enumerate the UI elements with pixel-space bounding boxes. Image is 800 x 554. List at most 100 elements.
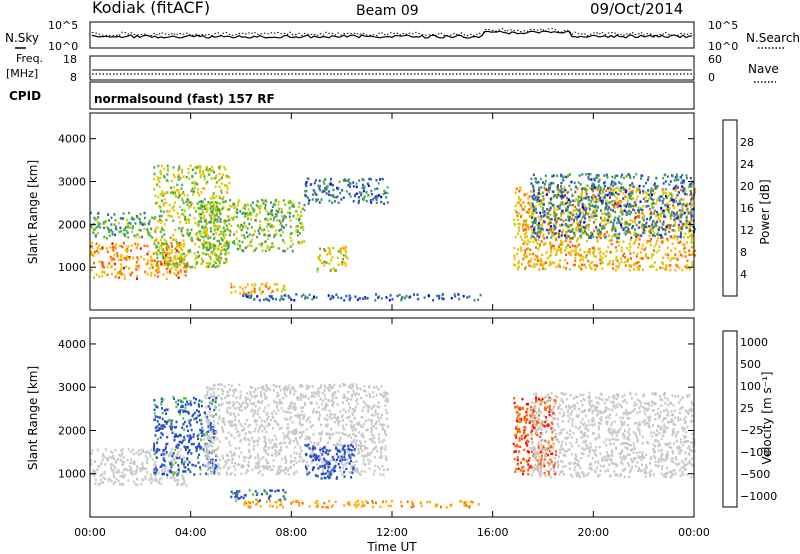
power-cell	[264, 206, 266, 210]
power-cell	[313, 295, 315, 298]
power-cell	[201, 260, 204, 263]
power-cell	[204, 232, 206, 236]
power-cell	[159, 230, 162, 234]
vel-cell	[133, 480, 136, 484]
power-cell	[294, 210, 297, 213]
power-cell	[124, 249, 127, 252]
power-cell	[215, 210, 217, 213]
power-cell	[251, 201, 254, 204]
power-cell	[138, 236, 141, 239]
power-cell	[645, 204, 648, 208]
power-cell	[205, 247, 208, 250]
power-cell	[599, 196, 602, 200]
power-cell	[620, 186, 623, 190]
power-cell	[582, 255, 585, 259]
power-cell	[642, 189, 645, 193]
power-cell	[358, 191, 361, 194]
power-cell	[603, 212, 606, 215]
power-cell	[246, 212, 249, 215]
power-cell	[664, 180, 667, 183]
power-cell	[529, 248, 532, 252]
power-cell	[551, 190, 554, 193]
power-cell	[530, 234, 533, 238]
power-heatmap	[90, 164, 696, 302]
power-cell	[262, 298, 265, 302]
power-cell	[626, 211, 629, 215]
vel-cell	[184, 406, 187, 409]
vel-cell	[382, 428, 385, 431]
power-cell	[553, 206, 556, 209]
power-cell	[269, 201, 272, 204]
power-cell	[592, 215, 595, 218]
power-cell	[215, 213, 218, 216]
power-cell	[150, 258, 153, 261]
power-cell	[618, 188, 621, 191]
power-cell	[210, 165, 213, 169]
power-cell	[525, 218, 528, 222]
power-cell	[650, 187, 653, 190]
vel-cell	[261, 473, 264, 477]
vel-cell	[176, 403, 179, 406]
power-cell	[254, 219, 257, 222]
power-cell	[102, 221, 105, 224]
power-cell	[305, 181, 308, 184]
power-cell	[689, 189, 692, 193]
power-cell	[178, 167, 181, 170]
vel-cell	[162, 453, 165, 456]
vel-cell	[90, 459, 93, 462]
power-cell	[595, 174, 598, 177]
vel-cell	[199, 419, 201, 422]
power-cell	[655, 268, 658, 271]
power-cell	[331, 256, 334, 259]
power-cell	[584, 197, 587, 200]
power-cell	[655, 202, 657, 205]
power-cell	[330, 177, 332, 181]
vel-cell	[197, 403, 200, 406]
vel-cell	[261, 429, 264, 433]
vel-cell	[245, 401, 248, 405]
vel-cell	[184, 470, 187, 473]
power-cell	[519, 235, 522, 238]
power-cell	[557, 191, 560, 194]
power-cell	[557, 245, 560, 249]
vel-cell	[284, 455, 287, 458]
power-cell	[645, 181, 648, 185]
power-cell	[516, 201, 519, 205]
power-cell	[176, 183, 179, 187]
vel-cell	[352, 384, 354, 388]
power-cell	[541, 181, 544, 184]
power-cell	[547, 232, 550, 235]
power-cell	[653, 209, 656, 213]
power-cell	[124, 277, 126, 280]
vel-cell	[347, 390, 350, 394]
power-cell	[590, 236, 593, 240]
vel-cell	[365, 454, 368, 458]
vel-cell	[336, 442, 339, 445]
power-cell	[238, 199, 241, 202]
power-cell	[224, 253, 227, 256]
power-cell	[181, 192, 184, 195]
power-cell	[608, 260, 611, 263]
power-cell	[530, 229, 533, 232]
power-cell	[199, 212, 201, 216]
power-cell	[122, 217, 124, 220]
power-cell	[639, 257, 642, 260]
power-cell	[606, 193, 609, 197]
power-cell	[678, 219, 681, 222]
power-cell	[93, 262, 95, 265]
power-cell	[685, 222, 688, 225]
power-colorbar-tick: 16	[740, 202, 754, 215]
power-cell	[209, 256, 212, 259]
power-cell	[177, 173, 180, 177]
power-cell	[265, 201, 268, 204]
power-cell	[590, 231, 593, 235]
vel-cell	[137, 449, 140, 452]
power-cell	[592, 197, 595, 200]
vel-cell	[239, 405, 242, 408]
power-cell	[591, 260, 594, 264]
power-cell	[159, 244, 162, 247]
power-cell	[198, 164, 201, 168]
power-cell	[139, 222, 142, 226]
power-cell	[168, 215, 171, 218]
vel-cell	[158, 448, 161, 452]
